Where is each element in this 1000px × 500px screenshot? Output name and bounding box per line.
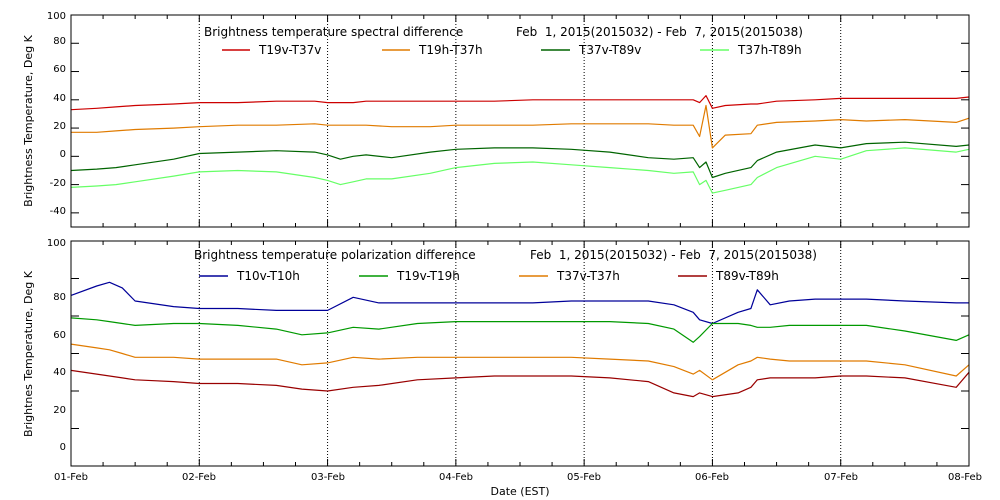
y-tick-label: 20 xyxy=(53,121,66,132)
x-tick-label: 01-Feb xyxy=(54,472,88,483)
top-chart-date-range: Feb 1, 2015(2015032) - Feb 7, 2015(20150… xyxy=(516,25,803,39)
series-line-T10v-T10h xyxy=(70,281,969,325)
y-tick-label: 60 xyxy=(53,330,66,341)
y-tick-label: 60 xyxy=(53,64,66,75)
y-tick-label: 80 xyxy=(53,292,66,303)
y-tick-label: 100 xyxy=(47,11,66,22)
x-tick-label: 07-Feb xyxy=(824,472,858,483)
y-tick-label: -40 xyxy=(50,206,66,217)
y-tick-label: 100 xyxy=(47,238,66,249)
legend-label: T19h-T37h xyxy=(418,43,483,57)
top-chart-title: Brightness temperature spectral differen… xyxy=(204,25,463,39)
x-tick-label: 02-Feb xyxy=(182,472,216,483)
x-axis-label: Date (EST) xyxy=(490,485,549,498)
legend-label: T10v-T10h xyxy=(236,269,300,283)
series-line-T19v-T37v xyxy=(70,94,970,111)
series-line-T19v-T19h xyxy=(70,317,970,343)
bottom-legend: T10v-T10h T19v-T19h T37v-T37h T89v-T89h xyxy=(199,269,779,283)
spectral-difference-chart: -40 -20 0 20 40 60 80 100 Brightness Tem… xyxy=(22,11,970,228)
y-tick-label: 40 xyxy=(53,93,66,104)
x-tick-label: 08-Feb xyxy=(948,472,982,483)
series-line-T37v-T89v xyxy=(70,141,970,179)
y-tick-label: 80 xyxy=(53,36,66,47)
y-tick-label: 0 xyxy=(60,442,66,453)
bottom-chart-date-range: Feb 1, 2015(2015032) - Feb 7, 2015(20150… xyxy=(530,248,817,262)
x-tick-label: 06-Feb xyxy=(695,472,729,483)
y-tick-label: 0 xyxy=(60,149,66,160)
legend-label: T37v-T89v xyxy=(578,43,641,57)
x-tick-label: 05-Feb xyxy=(567,472,601,483)
x-tick-label: 03-Feb xyxy=(311,472,345,483)
series-line-T37v-T37h xyxy=(70,343,970,381)
legend-label: T19v-T19h xyxy=(396,269,460,283)
top-legend: T19v-T37v T19h-T37h T37v-T89v T37h-T89h xyxy=(222,43,802,57)
y-tick-label: 40 xyxy=(53,367,66,378)
top-y-axis-label: Brightness Temperature, Deg K xyxy=(22,34,35,206)
legend-label: T37v-T37h xyxy=(556,269,620,283)
bottom-y-axis-label: Brightnes Temperature, Deg K xyxy=(22,270,35,437)
y-tick-label: -20 xyxy=(50,178,66,189)
legend-label: T37h-T89h xyxy=(737,43,802,57)
legend-label: T89v-T89h xyxy=(715,269,779,283)
bottom-chart-title: Brightness temperature polarization diff… xyxy=(194,248,476,262)
polarization-difference-chart: 0 20 40 60 80 100 Brightnes Temperature,… xyxy=(22,238,970,467)
y-tick-label: 20 xyxy=(53,405,66,416)
x-tick-label: 04-Feb xyxy=(439,472,473,483)
series-line-T19h-T37h xyxy=(71,104,970,149)
series-line-T37h-T89h xyxy=(70,147,970,194)
x-axis-tick-labels: 01-Feb 02-Feb 03-Feb 04-Feb 05-Feb 06-Fe… xyxy=(54,472,982,483)
legend-label: T19v-T37v xyxy=(258,43,321,57)
series-line-T89v-T89h xyxy=(70,369,970,398)
